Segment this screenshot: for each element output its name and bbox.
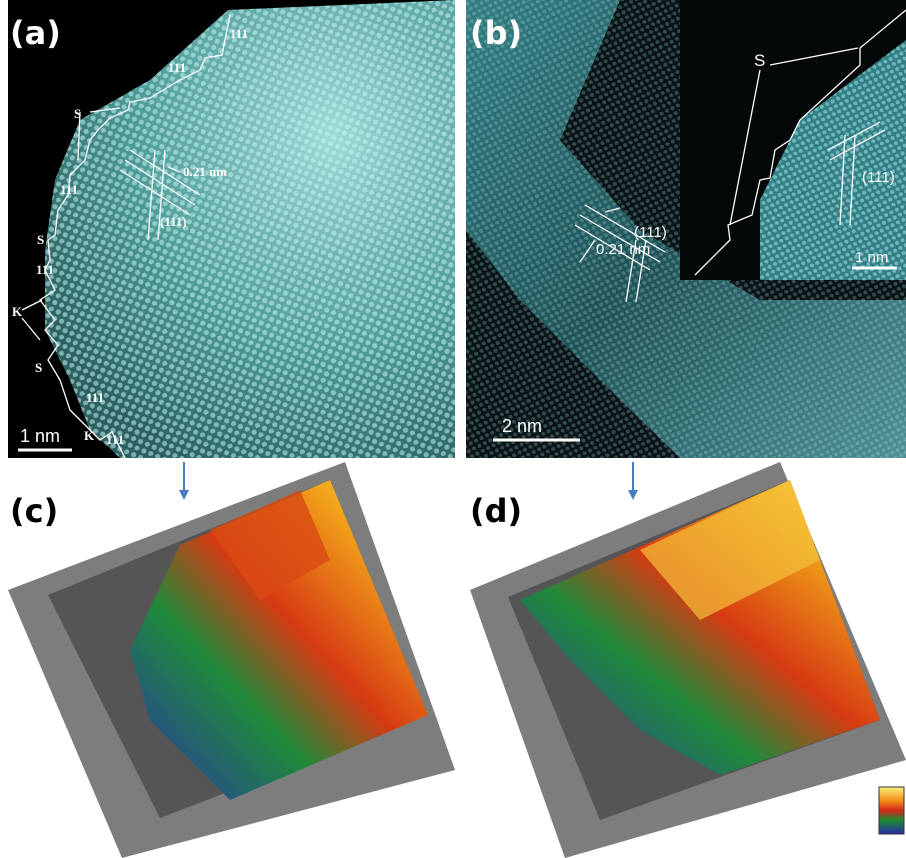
inset-scale-bar-label: 1 nm (855, 249, 888, 266)
plane-label: (111) (160, 214, 187, 229)
edge-label: K (84, 428, 95, 443)
panel-a: 111 111 S 111 S 111 K S 111 K 111 0.21 n… (8, 0, 455, 458)
edge-label: 111 (36, 262, 54, 277)
panel-label: (a) (10, 14, 61, 52)
edge-label: 111 (106, 432, 124, 447)
scale-bar-label: 2 nm (502, 416, 542, 436)
panel-label: (c) (10, 492, 58, 530)
panel-c: (c) (8, 462, 455, 858)
arrows (179, 462, 638, 500)
spacing-label: 0.21 nm (183, 164, 227, 179)
panel-label: (d) (470, 492, 522, 530)
panel-label: (b) (470, 14, 522, 52)
panel-d: (d) (470, 462, 906, 858)
edge-label: S (37, 232, 44, 247)
inset-label: S (754, 51, 765, 70)
panel-b: 0.21 nm (111) S (111) 1 nm 2 nm (b) (466, 0, 906, 458)
edge-label: S (35, 360, 42, 375)
plane-label: (111) (634, 224, 667, 241)
edge-label: 111 (86, 390, 104, 405)
edge-label: 111 (60, 182, 78, 197)
inset-plane-label: (111) (862, 169, 895, 186)
edge-label: 111 (230, 26, 248, 41)
color-bar (879, 787, 904, 834)
edge-label: S (74, 106, 81, 121)
scale-bar-label: 1 nm (20, 426, 60, 446)
edge-label: K (12, 304, 23, 319)
spacing-label: 0.21 nm (596, 241, 650, 258)
edge-label: 111 (168, 60, 186, 75)
figure: 111 111 S 111 S 111 K S 111 K 111 0.21 n… (0, 0, 906, 858)
